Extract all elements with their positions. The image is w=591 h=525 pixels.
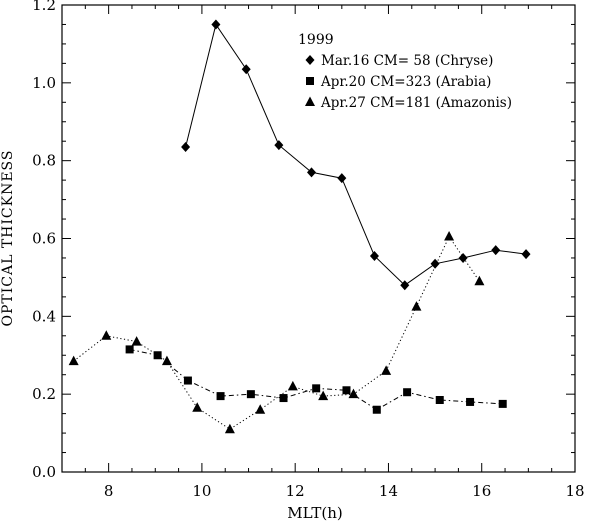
plot-frame [61, 4, 576, 473]
data-point-square [466, 397, 475, 406]
data-point-diamond [181, 142, 191, 153]
data-point-diamond [241, 64, 251, 75]
y-axis-label: OPTICAL THICKNESS [0, 150, 16, 327]
legend-entry: Mar.16 CM= 58 (Chryse) [321, 53, 493, 69]
data-point-square [279, 394, 288, 403]
data-point-square [216, 392, 225, 401]
legend-marker-square [306, 77, 314, 85]
data-point-square [403, 388, 412, 397]
data-point-triangle [192, 402, 203, 412]
series-line-triangle [73, 235, 480, 430]
data-point-triangle [224, 423, 235, 434]
y-tick-label: 0.6 [32, 230, 56, 248]
data-point-triangle [131, 336, 142, 346]
data-point-triangle [287, 380, 298, 391]
data-point-triangle [474, 275, 485, 286]
series-triangle [68, 231, 485, 434]
x-tick-label: 12 [286, 482, 305, 500]
data-point-triangle [68, 355, 79, 366]
y-tick-label: 1.0 [32, 74, 56, 92]
data-point-square [498, 399, 507, 408]
data-point-triangle [348, 388, 359, 399]
data-point-triangle [381, 365, 392, 375]
data-point-square [435, 396, 444, 405]
y-tick-label: 0.4 [32, 307, 56, 325]
x-tick-label: 16 [472, 482, 491, 500]
x-tick-label: 14 [379, 482, 398, 500]
series-line-diamond [185, 23, 527, 286]
legend-marker-triangle [305, 96, 315, 106]
x-tick-label: 18 [565, 482, 584, 500]
data-point-diamond [274, 140, 284, 151]
data-point-diamond [430, 258, 440, 269]
x-tick-label: 10 [192, 482, 211, 500]
data-point-square [312, 384, 321, 393]
data-point-square [246, 390, 255, 399]
data-point-triangle [444, 231, 455, 241]
data-point-diamond [400, 280, 410, 291]
data-point-diamond [307, 167, 317, 178]
data-point-square [183, 376, 192, 385]
data-point-diamond [369, 251, 379, 262]
legend-marker-diamond [305, 55, 315, 65]
legend-entry: Apr.20 CM=323 (Arabia) [320, 74, 491, 90]
legend-entry: Apr.27 CM=181 (Amazonis) [320, 95, 512, 111]
y-tick-label: 0.2 [32, 385, 56, 403]
data-point-triangle [101, 330, 112, 340]
data-point-diamond [211, 19, 221, 30]
data-point-triangle [255, 404, 266, 414]
x-tick-label: 8 [104, 482, 114, 500]
data-point-diamond [337, 173, 347, 184]
y-tick-label: 0.8 [32, 152, 56, 170]
x-axis-label: MLT(h) [287, 504, 342, 522]
data-point-triangle [161, 355, 172, 366]
y-tick-label: 1.2 [32, 0, 56, 14]
y-tick-label: 0.0 [32, 463, 56, 481]
data-point-diamond [521, 249, 531, 260]
data-point-square [125, 345, 134, 354]
data-point-square [372, 405, 381, 414]
legend-title: 1999 [298, 32, 334, 48]
data-point-triangle [318, 390, 329, 401]
data-point-square [342, 386, 351, 395]
series-square [125, 345, 507, 414]
data-point-triangle [411, 301, 422, 311]
data-point-diamond [491, 245, 501, 256]
